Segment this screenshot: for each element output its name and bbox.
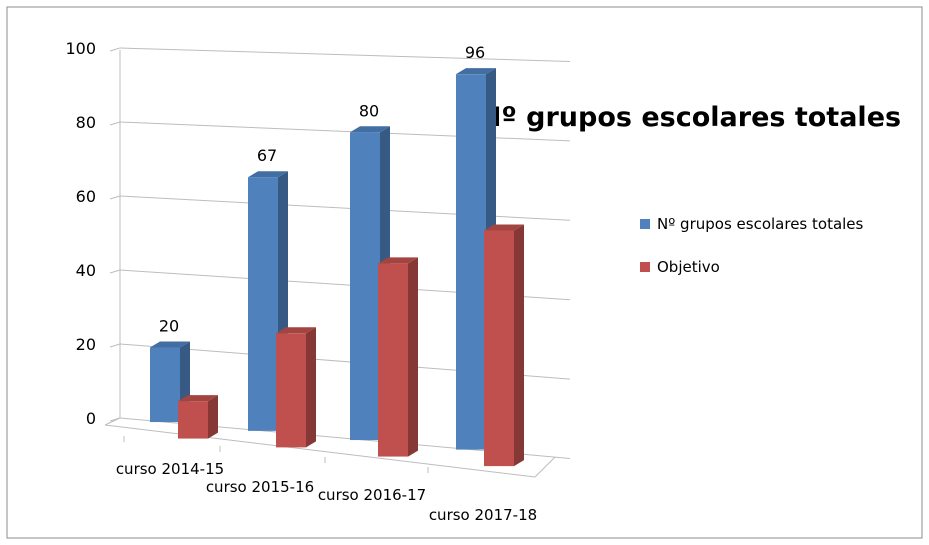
- bar: [350, 132, 380, 441]
- bar-top: [456, 68, 496, 75]
- y-tick-label: 60: [76, 187, 96, 206]
- bar-top: [350, 126, 390, 133]
- bar: [178, 401, 208, 439]
- tick-mark: [109, 195, 121, 200]
- bar-top: [150, 341, 190, 348]
- floor-front: [104, 424, 536, 478]
- floor-right: [534, 456, 556, 478]
- y-tick-label: 80: [76, 113, 96, 132]
- bar: [248, 177, 278, 431]
- tick-mark: [109, 417, 121, 422]
- tick-mark: [109, 121, 121, 126]
- bar-top: [178, 395, 218, 402]
- bar: [456, 74, 486, 450]
- bar: [378, 263, 408, 457]
- y-tick-label: 100: [65, 39, 96, 58]
- bar-top: [276, 327, 316, 334]
- tick-mark: [109, 343, 121, 348]
- legend-label: Nº grupos escolares totales: [657, 215, 864, 233]
- bar: [276, 333, 306, 448]
- x-tick-label: curso 2015-16: [206, 478, 314, 496]
- data-label: 80: [359, 101, 379, 120]
- tick-mark: [109, 47, 121, 52]
- data-label: 67: [257, 146, 277, 165]
- bar-top: [378, 257, 418, 264]
- legend-label: Objetivo: [657, 258, 720, 276]
- y-tick-label: 20: [76, 335, 96, 354]
- bar-side: [514, 224, 524, 467]
- legend-swatch: [640, 219, 650, 229]
- y-tick-label: 40: [76, 261, 96, 280]
- bar: [484, 230, 514, 467]
- bar: [150, 347, 180, 423]
- data-label: 96: [465, 43, 485, 62]
- bar-top: [248, 171, 288, 178]
- bar-top: [484, 224, 524, 231]
- x-tick-label: curso 2014-15: [116, 460, 224, 478]
- x-tick-label: curso 2016-17: [318, 486, 426, 504]
- x-tick-label: curso 2017-18: [429, 506, 537, 524]
- bar-side: [408, 257, 418, 457]
- tick-mark: [109, 269, 121, 274]
- y-tick-label: 0: [86, 409, 96, 428]
- data-label: 20: [159, 317, 179, 336]
- bar-side: [208, 395, 218, 439]
- legend-swatch: [640, 262, 650, 272]
- bar-side: [306, 327, 316, 448]
- chart-title: Nº grupos escolares totales: [479, 102, 901, 133]
- grid-line: [119, 47, 571, 62]
